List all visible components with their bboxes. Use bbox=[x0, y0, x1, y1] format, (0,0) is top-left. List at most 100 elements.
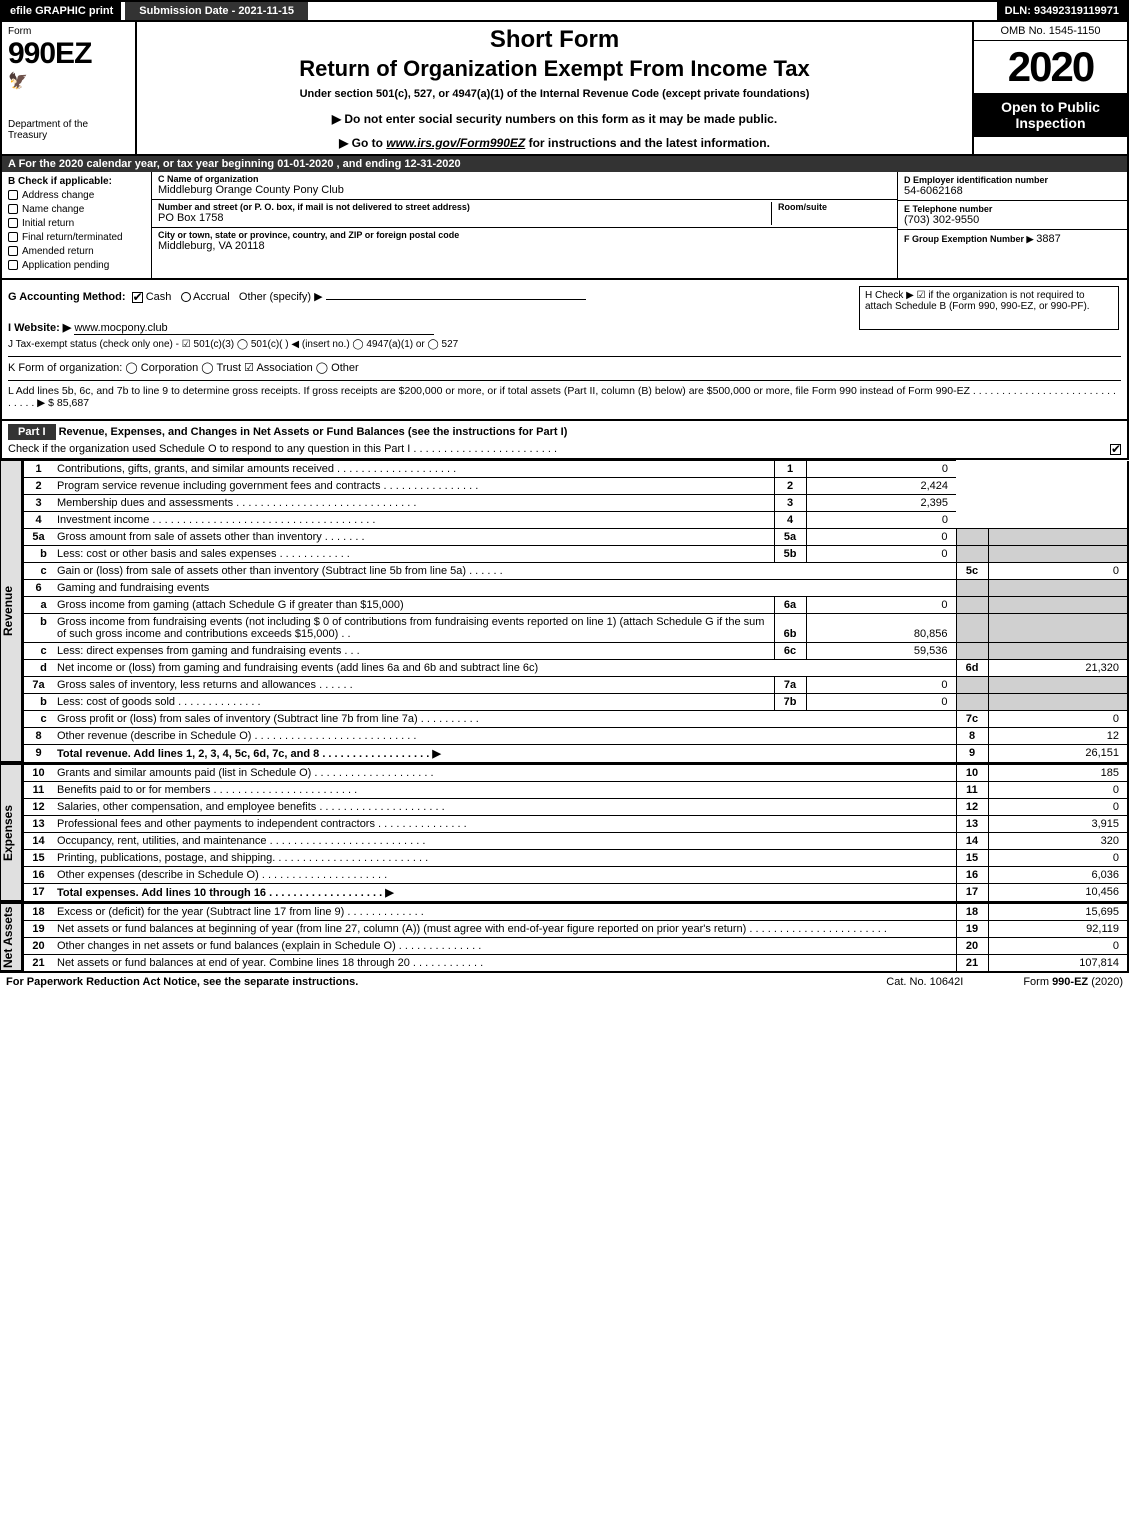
g-other-input[interactable] bbox=[326, 299, 586, 300]
row-6c: cLess: direct expenses from gaming and f… bbox=[23, 643, 1128, 660]
row-6a-desc: Gross income from gaming (attach Schedul… bbox=[53, 597, 774, 614]
row-14-desc: Occupancy, rent, utilities, and maintena… bbox=[53, 833, 956, 850]
submission-date-button[interactable]: Submission Date - 2021-11-15 bbox=[125, 2, 308, 20]
row-6c-subvalue: 59,536 bbox=[806, 643, 956, 660]
row-7a: 7aGross sales of inventory, less returns… bbox=[23, 677, 1128, 694]
row-6b-grey bbox=[956, 614, 988, 643]
ssn-notice: ▶ Do not enter social security numbers o… bbox=[147, 112, 962, 126]
row-13-col-label: 13 bbox=[956, 816, 988, 833]
row-5b-sublabel: 5b bbox=[774, 546, 806, 563]
chk-initial-return-label: Initial return bbox=[22, 218, 74, 229]
row-5a-subvalue: 0 bbox=[806, 529, 956, 546]
row-11-col-label: 11 bbox=[956, 782, 988, 799]
info-block: B Check if applicable: Address change Na… bbox=[0, 172, 1129, 280]
row-20-col-label: 20 bbox=[956, 938, 988, 955]
row-9-col-label: 9 bbox=[956, 745, 988, 763]
form-header: Form 990EZ 🦅 Department of the Treasury … bbox=[0, 22, 1129, 156]
row-17: 17Total expenses. Add lines 10 through 1… bbox=[23, 884, 1128, 902]
row-6b-desc: Gross income from fundraising events (no… bbox=[53, 614, 774, 643]
goto-link[interactable]: www.irs.gov/Form990EZ bbox=[386, 136, 525, 150]
line-l: L Add lines 5b, 6c, and 7b to line 9 to … bbox=[8, 380, 1121, 409]
row-5a-sublabel: 5a bbox=[774, 529, 806, 546]
row-17-num: 17 bbox=[23, 884, 53, 902]
form-number-footer: Form 990-EZ (2020) bbox=[1023, 976, 1123, 988]
row-2-desc: Program service revenue including govern… bbox=[53, 478, 774, 495]
row-14: 14Occupancy, rent, utilities, and mainte… bbox=[23, 833, 1128, 850]
row-20-value: 0 bbox=[988, 938, 1128, 955]
row-19-desc: Net assets or fund balances at beginning… bbox=[53, 921, 956, 938]
goto-pre: ▶ Go to bbox=[339, 136, 386, 150]
chk-amended-return[interactable]: Amended return bbox=[8, 246, 145, 257]
row-20-num: 20 bbox=[23, 938, 53, 955]
row-5b: bLess: cost or other basis and sales exp… bbox=[23, 546, 1128, 563]
room-label: Room/suite bbox=[778, 202, 891, 212]
row-11: 11Benefits paid to or for members . . . … bbox=[23, 782, 1128, 799]
row-12: 12Salaries, other compensation, and empl… bbox=[23, 799, 1128, 816]
chk-address-change[interactable]: Address change bbox=[8, 190, 145, 201]
row-17-value: 10,456 bbox=[988, 884, 1128, 902]
row-5c: cGain or (loss) from sale of assets othe… bbox=[23, 563, 1128, 580]
revenue-table: 1Contributions, gifts, grants, and simil… bbox=[22, 460, 1129, 762]
chk-final-return[interactable]: Final return/terminated bbox=[8, 232, 145, 243]
group-exemption-label: F Group Exemption Number ▶ bbox=[904, 234, 1033, 244]
paperwork-notice: For Paperwork Reduction Act Notice, see … bbox=[6, 976, 358, 988]
row-10: 10Grants and similar amounts paid (list … bbox=[23, 765, 1128, 782]
line-i-label: I Website: ▶ bbox=[8, 322, 71, 334]
g-cash-checkbox[interactable] bbox=[132, 292, 143, 303]
net-assets-side-label: Net Assets bbox=[0, 903, 22, 971]
row-9-num: 9 bbox=[23, 745, 53, 763]
row-6d-desc: Net income or (loss) from gaming and fun… bbox=[53, 660, 956, 677]
row-4-desc: Investment income . . . . . . . . . . . … bbox=[53, 512, 774, 529]
row-6b-sublabel: 6b bbox=[774, 614, 806, 643]
row-21-col-label: 21 bbox=[956, 955, 988, 972]
ein-value: 54-6062168 bbox=[904, 185, 1121, 197]
group-exemption-row: F Group Exemption Number ▶ 3887 bbox=[898, 230, 1127, 258]
expenses-section: Expenses 10Grants and similar amounts pa… bbox=[0, 764, 1129, 903]
form-number: 990EZ bbox=[8, 37, 129, 71]
chk-name-change-label: Name change bbox=[22, 204, 84, 215]
row-8-num: 8 bbox=[23, 728, 53, 745]
row-7a-num: 7a bbox=[23, 677, 53, 694]
chk-initial-return[interactable]: Initial return bbox=[8, 218, 145, 229]
row-10-value: 185 bbox=[988, 765, 1128, 782]
row-21: 21Net assets or fund balances at end of … bbox=[23, 955, 1128, 972]
city-label: City or town, state or province, country… bbox=[158, 230, 891, 240]
row-10-num: 10 bbox=[23, 765, 53, 782]
row-21-desc: Net assets or fund balances at end of ye… bbox=[53, 955, 956, 972]
row-1-num: 1 bbox=[23, 461, 53, 478]
open-to-public: Open to Public Inspection bbox=[974, 93, 1127, 137]
g-accrual-label: Accrual bbox=[193, 291, 230, 303]
city-row: City or town, state or province, country… bbox=[152, 228, 897, 256]
row-7b-grey-v bbox=[988, 694, 1128, 711]
website-value[interactable]: www.mocpony.club bbox=[74, 322, 434, 335]
row-4-num: 4 bbox=[23, 512, 53, 529]
row-5c-value: 0 bbox=[988, 563, 1128, 580]
expenses-side-label: Expenses bbox=[0, 764, 22, 901]
row-7c-num: c bbox=[23, 711, 53, 728]
row-6-desc: Gaming and fundraising events bbox=[53, 580, 956, 597]
part-i-schedule-o-checkbox[interactable] bbox=[1110, 444, 1121, 455]
row-16-desc: Other expenses (describe in Schedule O) … bbox=[53, 867, 956, 884]
row-7a-subvalue: 0 bbox=[806, 677, 956, 694]
g-accrual-radio[interactable] bbox=[181, 292, 191, 302]
row-18-num: 18 bbox=[23, 904, 53, 921]
row-6d-value: 21,320 bbox=[988, 660, 1128, 677]
row-6a-grey-v bbox=[988, 597, 1128, 614]
row-8-col-label: 8 bbox=[956, 728, 988, 745]
row-6c-sublabel: 6c bbox=[774, 643, 806, 660]
lines-g-to-l: H Check ▶ ☑ if the organization is not r… bbox=[0, 280, 1129, 421]
chk-address-change-label: Address change bbox=[22, 190, 94, 201]
row-6b-subvalue: 80,856 bbox=[806, 614, 956, 643]
row-18: 18Excess or (deficit) for the year (Subt… bbox=[23, 904, 1128, 921]
tel-label: E Telephone number bbox=[904, 204, 1121, 214]
chk-application-pending[interactable]: Application pending bbox=[8, 260, 145, 271]
row-6d-col-label: 6d bbox=[956, 660, 988, 677]
row-11-desc: Benefits paid to or for members . . . . … bbox=[53, 782, 956, 799]
row-6a: aGross income from gaming (attach Schedu… bbox=[23, 597, 1128, 614]
chk-name-change[interactable]: Name change bbox=[8, 204, 145, 215]
row-15-col-label: 15 bbox=[956, 850, 988, 867]
row-19-value: 92,119 bbox=[988, 921, 1128, 938]
efile-print-button[interactable]: efile GRAPHIC print bbox=[2, 2, 121, 20]
header-mid: Short Form Return of Organization Exempt… bbox=[137, 22, 972, 154]
row-4-value: 0 bbox=[806, 512, 956, 529]
